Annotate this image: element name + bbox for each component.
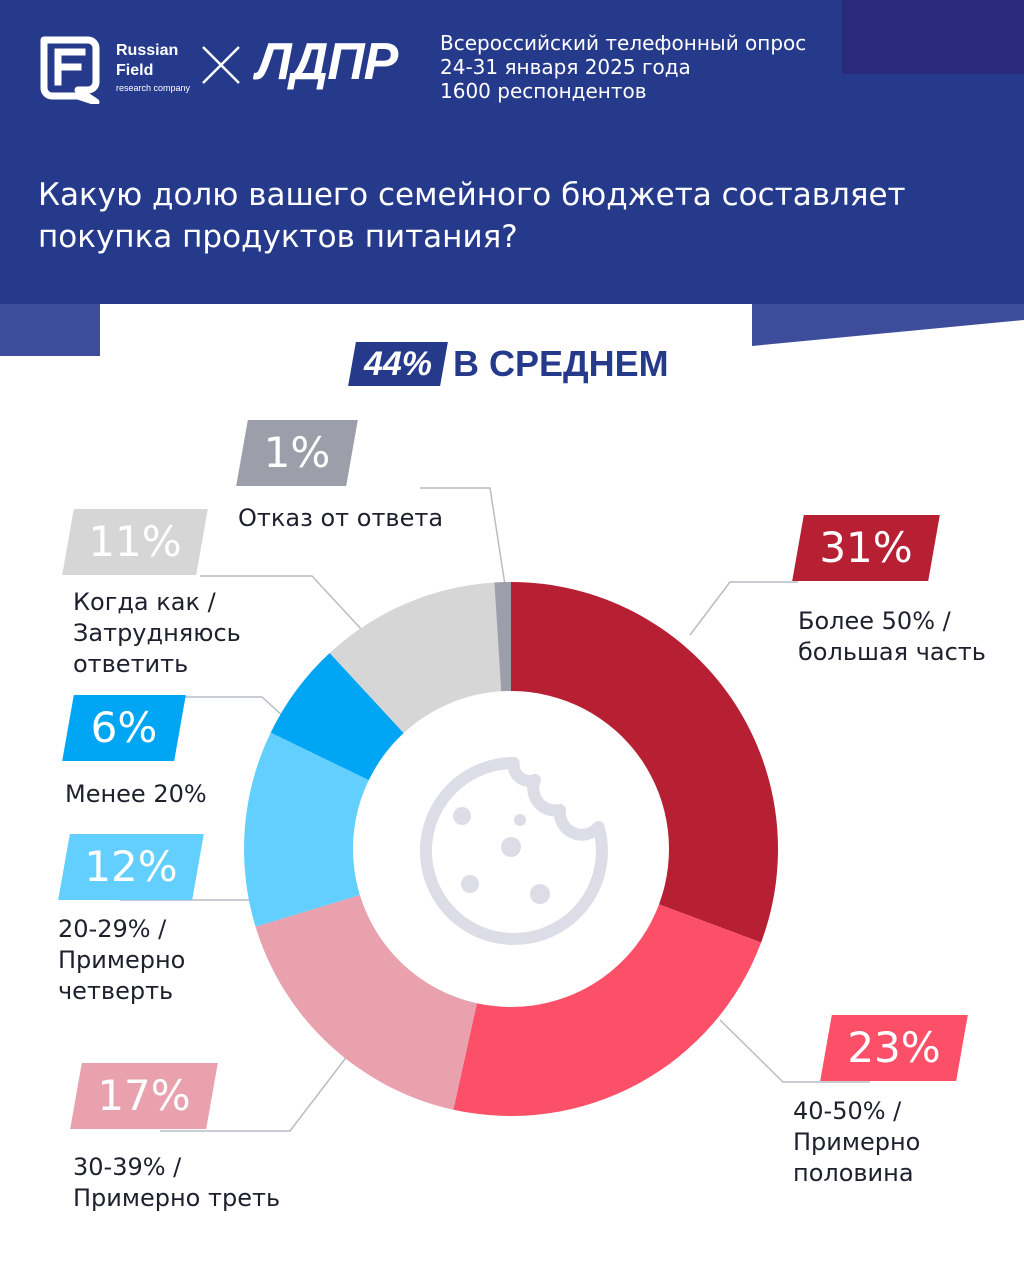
leader-line-half (719, 1019, 870, 1083)
category-label-line: Примерно (58, 946, 186, 974)
category-label-line: 30-39% / (73, 1153, 182, 1181)
category-label-line: 40-50% / (793, 1097, 902, 1125)
question-title-line1: Какую долю вашего семейного бюджета сост… (38, 177, 906, 213)
category-label-more-50: Более 50% / большая часть (798, 606, 986, 668)
header-corner-decoration (842, 0, 1024, 74)
category-label-line: четверть (58, 977, 174, 1005)
donut-chart-svg (120, 487, 870, 1132)
category-label-sometimes: Когда как / Затрудняюсь ответить (73, 587, 241, 680)
category-label-line: Менее 20% (65, 780, 207, 808)
slice-less-20 (270, 653, 404, 781)
category-label-quarter: 20-29% / Примерно четверть (58, 914, 185, 1007)
slice-quarter (244, 732, 369, 927)
pct-label-sometimes: 11% (88, 517, 182, 566)
donut-chart: 31% Более 50% / большая часть 23% 40-50% / Пр… (0, 400, 1024, 1280)
leader-line-third (160, 1054, 349, 1132)
russian-field-logo-icon (40, 36, 100, 104)
survey-sample-size: 1600 респондентов (440, 79, 647, 103)
category-label-line: Затрудняюсь (73, 619, 241, 647)
category-label-line: Примерно треть (73, 1184, 281, 1212)
pct-label-third: 17% (97, 1071, 191, 1120)
slice-sometimes (329, 582, 502, 734)
category-label-third: 30-39% / Примерно треть (73, 1152, 280, 1214)
pct-label-more-50: 31% (819, 523, 913, 572)
pct-label-half: 23% (847, 1023, 941, 1072)
category-label-line: половина (793, 1159, 914, 1187)
brand-subtitle: research company (116, 83, 191, 93)
leader-line-more-50 (689, 581, 798, 636)
average-label: В СРЕДНЕМ (453, 343, 669, 384)
header-decoration-left (0, 304, 100, 356)
slice-more-50 (511, 582, 778, 943)
survey-dates: 24-31 января 2025 года (440, 55, 691, 79)
category-label-line: Когда как / (73, 588, 216, 616)
category-label-less-20: Менее 20% (65, 779, 207, 810)
average-value: 44% (363, 345, 433, 383)
category-label-line: Отказ от ответа (238, 504, 444, 532)
brand-name-line2: Field (116, 62, 154, 79)
brand-name-line1: Russian (116, 42, 179, 59)
category-label-line: Примерно (793, 1128, 921, 1156)
pct-label-refusal: 1% (263, 428, 331, 477)
category-label-line: 20-29% / (58, 915, 167, 943)
cross-icon (202, 46, 240, 84)
category-label-half: 40-50% / Примерно половина (793, 1096, 920, 1189)
cookie-icon (419, 757, 608, 945)
question-title-line2: покупка продуктов питания? (38, 219, 518, 255)
category-label-refusal: Отказ от ответа (238, 503, 443, 534)
slice-refusal (494, 582, 511, 692)
survey-method: Всероссийский телефонный опрос (440, 31, 807, 55)
category-label-line: Более 50% / (798, 607, 951, 635)
pct-label-quarter: 12% (84, 842, 178, 891)
category-label-line: ответить (73, 650, 189, 678)
category-label-line: большая часть (798, 638, 986, 666)
slice-half (453, 904, 762, 1116)
header-decoration-right (752, 304, 1024, 346)
partner-logo: ЛДПР (256, 33, 398, 91)
pct-label-less-20: 6% (90, 703, 158, 752)
leader-line-less-20 (170, 696, 286, 719)
leader-line-refusal (420, 487, 506, 586)
leader-line-sometimes (200, 575, 363, 631)
slice-third (255, 895, 477, 1110)
